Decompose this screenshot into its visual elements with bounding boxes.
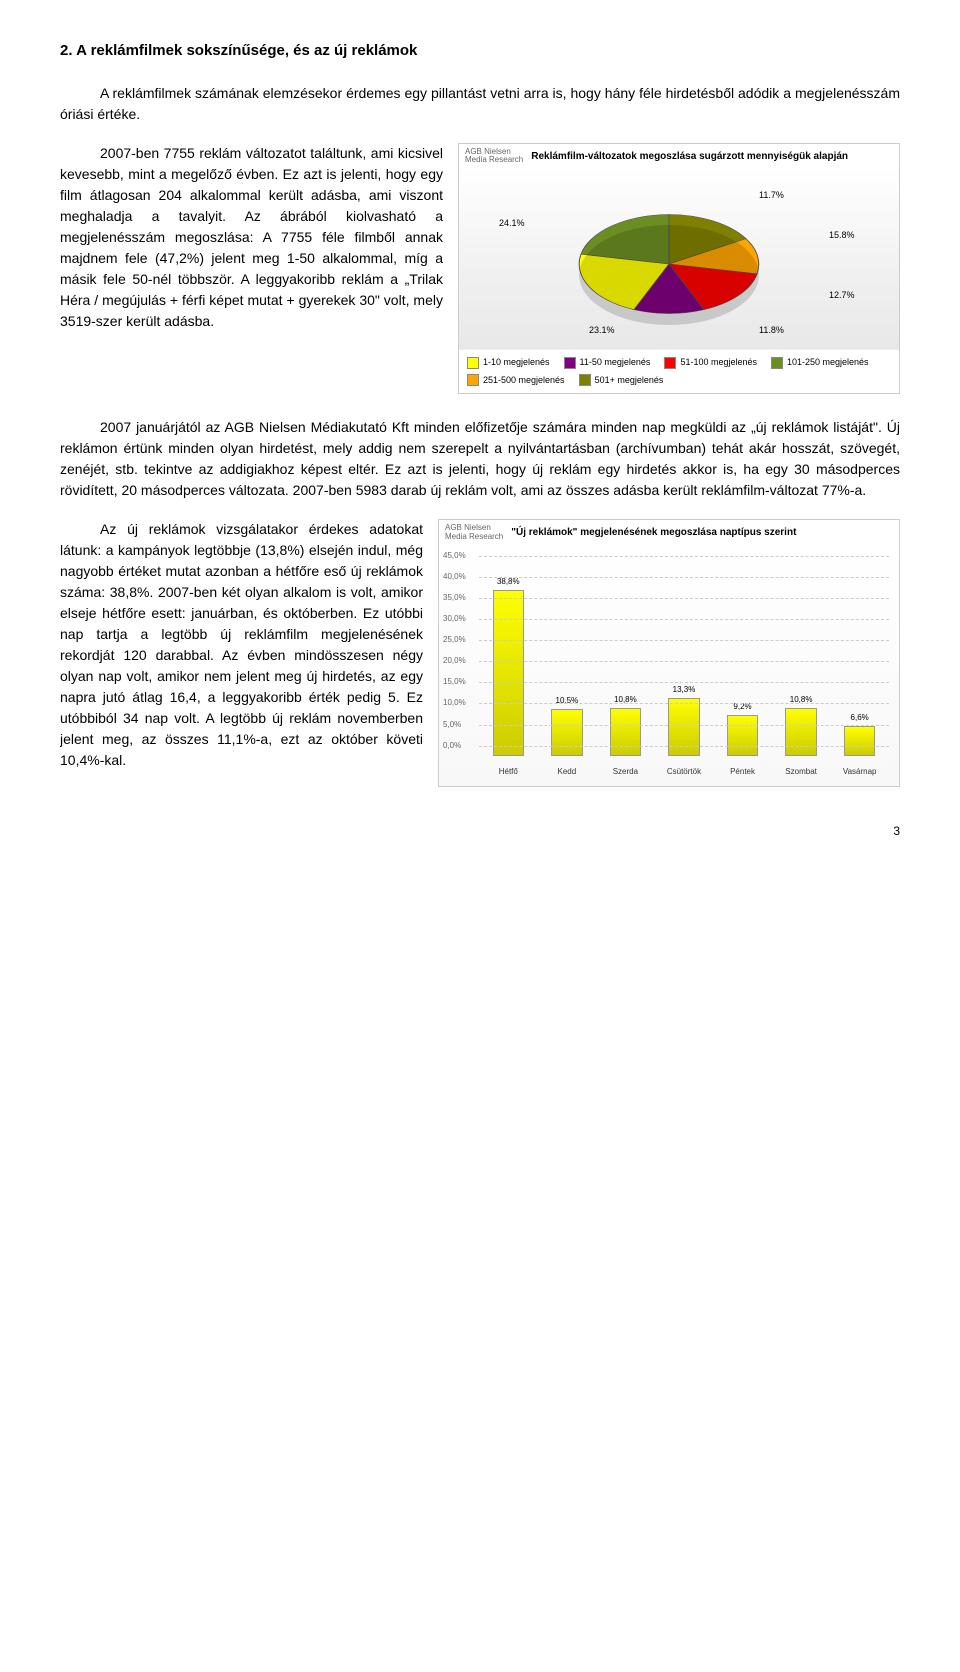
gridline [479, 703, 889, 705]
bar-value-label: 6,6% [851, 712, 869, 724]
x-tick-label: Kedd [542, 766, 591, 778]
y-tick-label: 40,0% [443, 571, 466, 583]
legend-swatch [467, 374, 479, 386]
x-tick-label: Szerda [601, 766, 650, 778]
bar-area: 38,8%10,5%10,8%13,3%9,2%10,8%6,6% HétfőK… [439, 546, 899, 786]
pie-header: AGB Nielsen Media Research Reklámfilm-vá… [459, 144, 899, 170]
bar-chart: AGB Nielsen Media Research "Új reklámok"… [438, 519, 900, 787]
block-bar: AGB Nielsen Media Research "Új reklámok"… [60, 519, 900, 792]
x-tick-label: Péntek [718, 766, 767, 778]
legend-label: 501+ megjelenés [595, 374, 664, 388]
bar-value-label: 10,5% [556, 695, 579, 707]
pie-legend: 1-10 megjelenés 11-50 megjelenés 51-100 me… [459, 349, 899, 393]
bar [610, 708, 642, 756]
x-tick-label: Szombat [777, 766, 826, 778]
y-tick-label: 30,0% [443, 613, 466, 625]
legend-label: 251-500 megjelenés [483, 374, 565, 388]
legend-item: 11-50 megjelenés [564, 356, 651, 370]
pie-slice-label: 15.8% [829, 229, 855, 243]
legend-swatch [564, 357, 576, 369]
y-tick-label: 0,0% [443, 740, 461, 752]
bar-logo: AGB Nielsen Media Research [445, 524, 503, 542]
legend-swatch [467, 357, 479, 369]
y-tick-label: 10,0% [443, 697, 466, 709]
pie-slice-label: 11.7% [759, 189, 784, 203]
pie-title: Reklámfilm-változatok megoszlása sugárzo… [531, 149, 848, 164]
pie-slice-label: 24.1% [499, 217, 525, 231]
legend-item: 51-100 megjelenés [664, 356, 757, 370]
legend-item: 251-500 megjelenés [467, 374, 565, 388]
y-tick-label: 15,0% [443, 676, 466, 688]
x-tick-label: Hétfő [484, 766, 533, 778]
section-title: 2. A reklámfilmek sokszínűsége, és az új… [60, 40, 900, 63]
gridline [479, 682, 889, 684]
bar [785, 708, 817, 756]
legend-label: 51-100 megjelenés [680, 356, 757, 370]
bar [551, 709, 583, 755]
bar-chart-container: AGB Nielsen Media Research "Új reklámok"… [438, 519, 900, 787]
bar-title: "Új reklámok" megjelenésének megoszlása … [511, 525, 796, 540]
x-labels: Hétfő Kedd Szerda Csütörtök Péntek Szombat Vas… [479, 766, 889, 778]
gridline [479, 619, 889, 621]
pie-chart-container: AGB Nielsen Media Research Reklámfilm-vá… [458, 143, 900, 395]
gridline [479, 598, 889, 600]
block-pie: AGB Nielsen Media Research Reklámfilm-vá… [60, 143, 900, 400]
pie-slice-label: 11.8% [759, 324, 784, 338]
x-tick-label: Csütörtök [659, 766, 708, 778]
gridline [479, 661, 889, 663]
pie-logo-bottom: Media Research [465, 155, 523, 164]
pie-chart: AGB Nielsen Media Research Reklámfilm-vá… [458, 143, 900, 395]
y-tick-label: 5,0% [443, 719, 461, 731]
pie-slice-label: 12.7% [829, 289, 855, 303]
y-tick-label: 20,0% [443, 655, 466, 667]
legend-item: 1-10 megjelenés [467, 356, 550, 370]
pie-area: 24.1% 11.7% 15.8% 12.7% 11.8% 23.1% [459, 169, 899, 349]
legend-item: 501+ megjelenés [579, 374, 664, 388]
legend-swatch [664, 357, 676, 369]
pie-svg [459, 169, 899, 349]
bar-column: 38,8% [484, 576, 533, 756]
bar [493, 590, 525, 756]
gridline [479, 746, 889, 748]
legend-label: 1-10 megjelenés [483, 356, 550, 370]
x-tick-label: Vasárnap [835, 766, 884, 778]
legend-swatch [579, 374, 591, 386]
legend-label: 101-250 megjelenés [787, 356, 869, 370]
gridline [479, 640, 889, 642]
bar [844, 726, 876, 756]
pie-logo-top: AGB Nielsen [465, 147, 511, 156]
y-tick-label: 35,0% [443, 592, 466, 604]
bar-column: 6,6% [835, 712, 884, 756]
bar-value-label: 13,3% [673, 684, 696, 696]
y-tick-label: 45,0% [443, 550, 466, 562]
gridline [479, 725, 889, 727]
pie-slice-label: 23.1% [589, 324, 615, 338]
legend-swatch [771, 357, 783, 369]
paragraph-1: A reklámfilmek számának elemzésekor érde… [60, 83, 900, 125]
legend-label: 11-50 megjelenés [580, 356, 651, 370]
bar [727, 715, 759, 756]
bar-logo-bottom: Media Research [445, 532, 503, 541]
legend-item: 101-250 megjelenés [771, 356, 869, 370]
paragraph-3: 2007 januárjától az AGB Nielsen Médiakut… [60, 417, 900, 501]
bar-logo-top: AGB Nielsen [445, 523, 491, 532]
pie-logo: AGB Nielsen Media Research [465, 148, 523, 166]
page-number: 3 [60, 822, 900, 840]
gridline [479, 556, 889, 558]
bar-header: AGB Nielsen Media Research "Új reklámok"… [439, 520, 899, 546]
gridline [479, 577, 889, 579]
y-tick-label: 25,0% [443, 634, 466, 646]
